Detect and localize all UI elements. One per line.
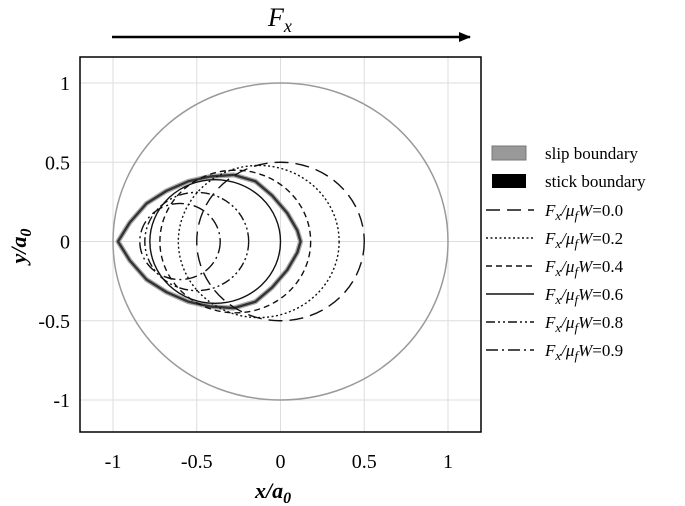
legend-label-slip: slip boundary: [545, 144, 639, 163]
legend-label-f04: Fx/μfW=0.4: [544, 257, 624, 279]
y-tick-label: 1: [60, 73, 70, 95]
stick-boundary-locus: [116, 173, 302, 310]
legend-swatch-stick: [492, 174, 526, 188]
y-tick-labels: 1 0.5 0 -0.5 -1: [38, 73, 70, 412]
legend-label-f02: Fx/μfW=0.2: [544, 229, 623, 251]
stick-region-f00: [196, 161, 365, 322]
y-tick-label: 0.5: [45, 152, 70, 174]
x-tick-label: 1: [443, 451, 453, 473]
y-axis-label: y/a0: [6, 229, 35, 267]
legend: slip boundary stick boundary Fx/μfW=0.0 Fx/…: [486, 144, 646, 363]
y-tick-label: -0.5: [38, 311, 70, 333]
legend-label-stick: stick boundary: [545, 172, 646, 191]
y-tick-label: 0: [60, 232, 70, 254]
stick-region-f06: [149, 178, 282, 305]
legend-swatch-slip: [491, 145, 527, 161]
stick-region-f04: [159, 169, 312, 314]
x-tick-label: 0.5: [352, 451, 377, 473]
x-tick-labels: -1 -0.5 0 0.5 1: [105, 451, 453, 473]
x-tick-label: -1: [105, 451, 122, 473]
legend-label-f06: Fx/μfW=0.6: [544, 285, 623, 307]
plot-area: [79, 56, 482, 433]
legend-label-f09: Fx/μfW=0.9: [544, 341, 623, 363]
stick-region-f02: [177, 164, 340, 319]
curves: [112, 82, 449, 401]
legend-label-f00: Fx/μfW=0.0: [544, 201, 623, 223]
force-label: Fx: [267, 3, 292, 36]
x-tick-label: 0: [276, 451, 286, 473]
y-tick-label: -1: [53, 390, 70, 412]
slip-boundary-circle: [112, 82, 449, 401]
stick-region-f08: [144, 191, 250, 292]
x-axis-label: x/a0: [254, 478, 291, 506]
stick-region-f09: [139, 202, 221, 281]
x-tick-label: -0.5: [181, 451, 213, 473]
legend-label-f08: Fx/μfW=0.8: [544, 313, 623, 335]
plot-frame: [79, 56, 482, 433]
